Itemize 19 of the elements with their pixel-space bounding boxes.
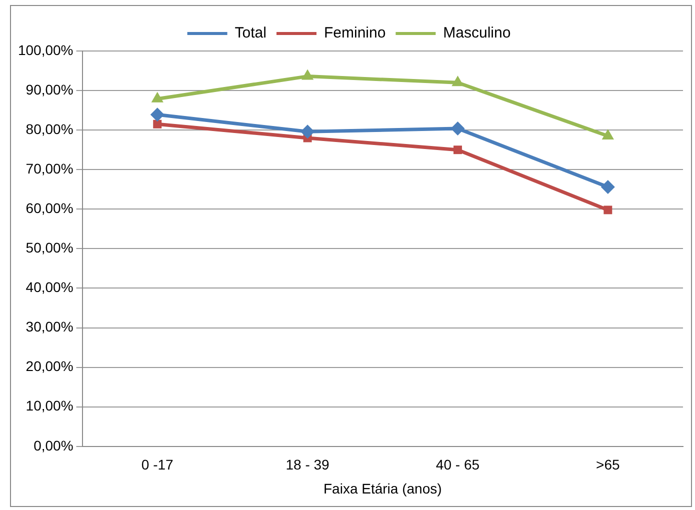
y-tick-label: 50,00% — [26, 240, 74, 256]
y-tick-label: 100,00% — [18, 42, 74, 58]
y-tick-label: 0,00% — [34, 437, 74, 454]
x-tick-label: >65 — [596, 456, 620, 473]
x-axis-title: Faixa Etária (anos) — [323, 480, 442, 496]
x-tick-label: 0 -17 — [141, 456, 174, 473]
y-tick-label: 20,00% — [26, 358, 74, 374]
y-tick-label: 10,00% — [26, 398, 74, 414]
y-tick-label: 70,00% — [26, 160, 74, 176]
y-tick-label: 40,00% — [26, 279, 74, 296]
x-tick-label: 18 - 39 — [286, 456, 330, 473]
legend-label: Total — [234, 24, 266, 42]
x-tick-label: 40 - 65 — [436, 456, 480, 473]
y-tick-label: 90,00% — [26, 81, 74, 98]
legend-label: Masculino — [443, 24, 511, 42]
y-tick-label: 80,00% — [26, 120, 74, 137]
legend-label: Feminino — [324, 24, 386, 42]
y-tick-label: 30,00% — [26, 318, 74, 335]
y-tick-label: 60,00% — [26, 200, 74, 216]
